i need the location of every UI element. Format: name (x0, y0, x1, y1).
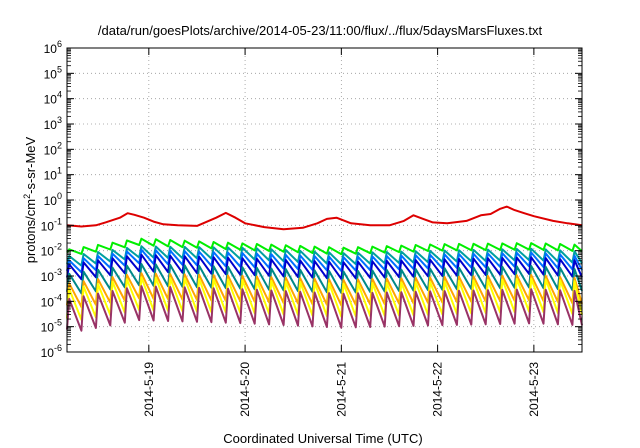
y-tick-label: 10-6 (41, 343, 62, 360)
y-tick-exponent: -5 (54, 318, 62, 328)
y-tick-label: 100 (44, 191, 62, 208)
y-tick-exponent: -1 (54, 216, 62, 226)
y-tick-base: 10 (41, 245, 55, 259)
series-line (66, 263, 583, 295)
x-tick-label: 2014-5-19 (142, 362, 156, 417)
y-tick-label: 106 (44, 39, 62, 56)
series-line (66, 253, 583, 281)
y-tick-base: 10 (41, 321, 55, 335)
y-tick-exponent: 4 (57, 90, 62, 100)
y-tick-label: 10-3 (41, 267, 62, 284)
series-line (66, 205, 583, 231)
y-tick-exponent: 1 (57, 166, 62, 176)
y-tick-label: 10-2 (41, 242, 62, 259)
x-tick-label: 2014-5-22 (431, 362, 445, 417)
y-tick-label: 105 (44, 64, 62, 81)
y-axis-label-rest: -s-sr-MeV (23, 136, 38, 193)
y-tick-exponent: 5 (57, 64, 62, 74)
chart-title: /data/run/goesPlots/archive/2014-05-23/1… (98, 23, 543, 38)
y-tick-label: 102 (44, 140, 62, 157)
y-tick-label: 104 (44, 90, 62, 107)
x-axis: 2014-5-19 2014-5-20 2014-5-21 2014-5-22 2014… (142, 48, 541, 417)
y-axis-label: protons/cm2-s-sr-MeV (22, 136, 38, 263)
y-tick-base: 10 (44, 67, 58, 81)
y-tick-base: 10 (41, 346, 55, 360)
x-tick-label: 2014-5-21 (334, 362, 348, 417)
y-tick-label: 103 (44, 115, 62, 132)
y-tick-label: 10-1 (41, 216, 62, 233)
y-axis-label-unit: protons/cm (23, 199, 38, 263)
y-tick-base: 10 (41, 219, 55, 233)
y-tick-exponent: 3 (57, 115, 62, 125)
y-tick-base: 10 (44, 93, 58, 107)
series-line (66, 237, 583, 256)
grid (67, 48, 582, 352)
y-tick-base: 10 (44, 118, 58, 132)
y-tick-exponent: 6 (57, 39, 62, 49)
y-tick-exponent: -4 (54, 292, 62, 302)
y-tick-exponent: 2 (57, 140, 62, 150)
y-tick-base: 10 (44, 194, 58, 208)
y-tick-base: 10 (44, 42, 58, 56)
y-axis: 10610510410310210110010-110-210-310-410-… (41, 39, 582, 360)
y-tick-label: 101 (44, 166, 62, 183)
y-tick-exponent: 0 (57, 191, 62, 201)
series-line (66, 285, 583, 332)
x-axis-label: Coordinated Universal Time (UTC) (223, 431, 422, 446)
y-tick-base: 10 (44, 143, 58, 157)
y-tick-exponent: -3 (54, 267, 62, 277)
y-tick-base: 10 (41, 270, 55, 284)
y-axis-label-exponent: 2 (22, 194, 32, 199)
y-tick-base: 10 (44, 169, 58, 183)
y-tick-label: 10-5 (41, 318, 62, 335)
x-tick-label: 2014-5-23 (527, 362, 541, 417)
y-tick-label: 10-4 (41, 292, 62, 309)
y-tick-exponent: -2 (54, 242, 62, 252)
y-tick-exponent: -6 (54, 343, 62, 353)
x-tick-label: 2014-5-20 (238, 362, 252, 417)
plot-frame (66, 47, 583, 353)
y-tick-base: 10 (41, 295, 55, 309)
series-layer (66, 205, 583, 332)
